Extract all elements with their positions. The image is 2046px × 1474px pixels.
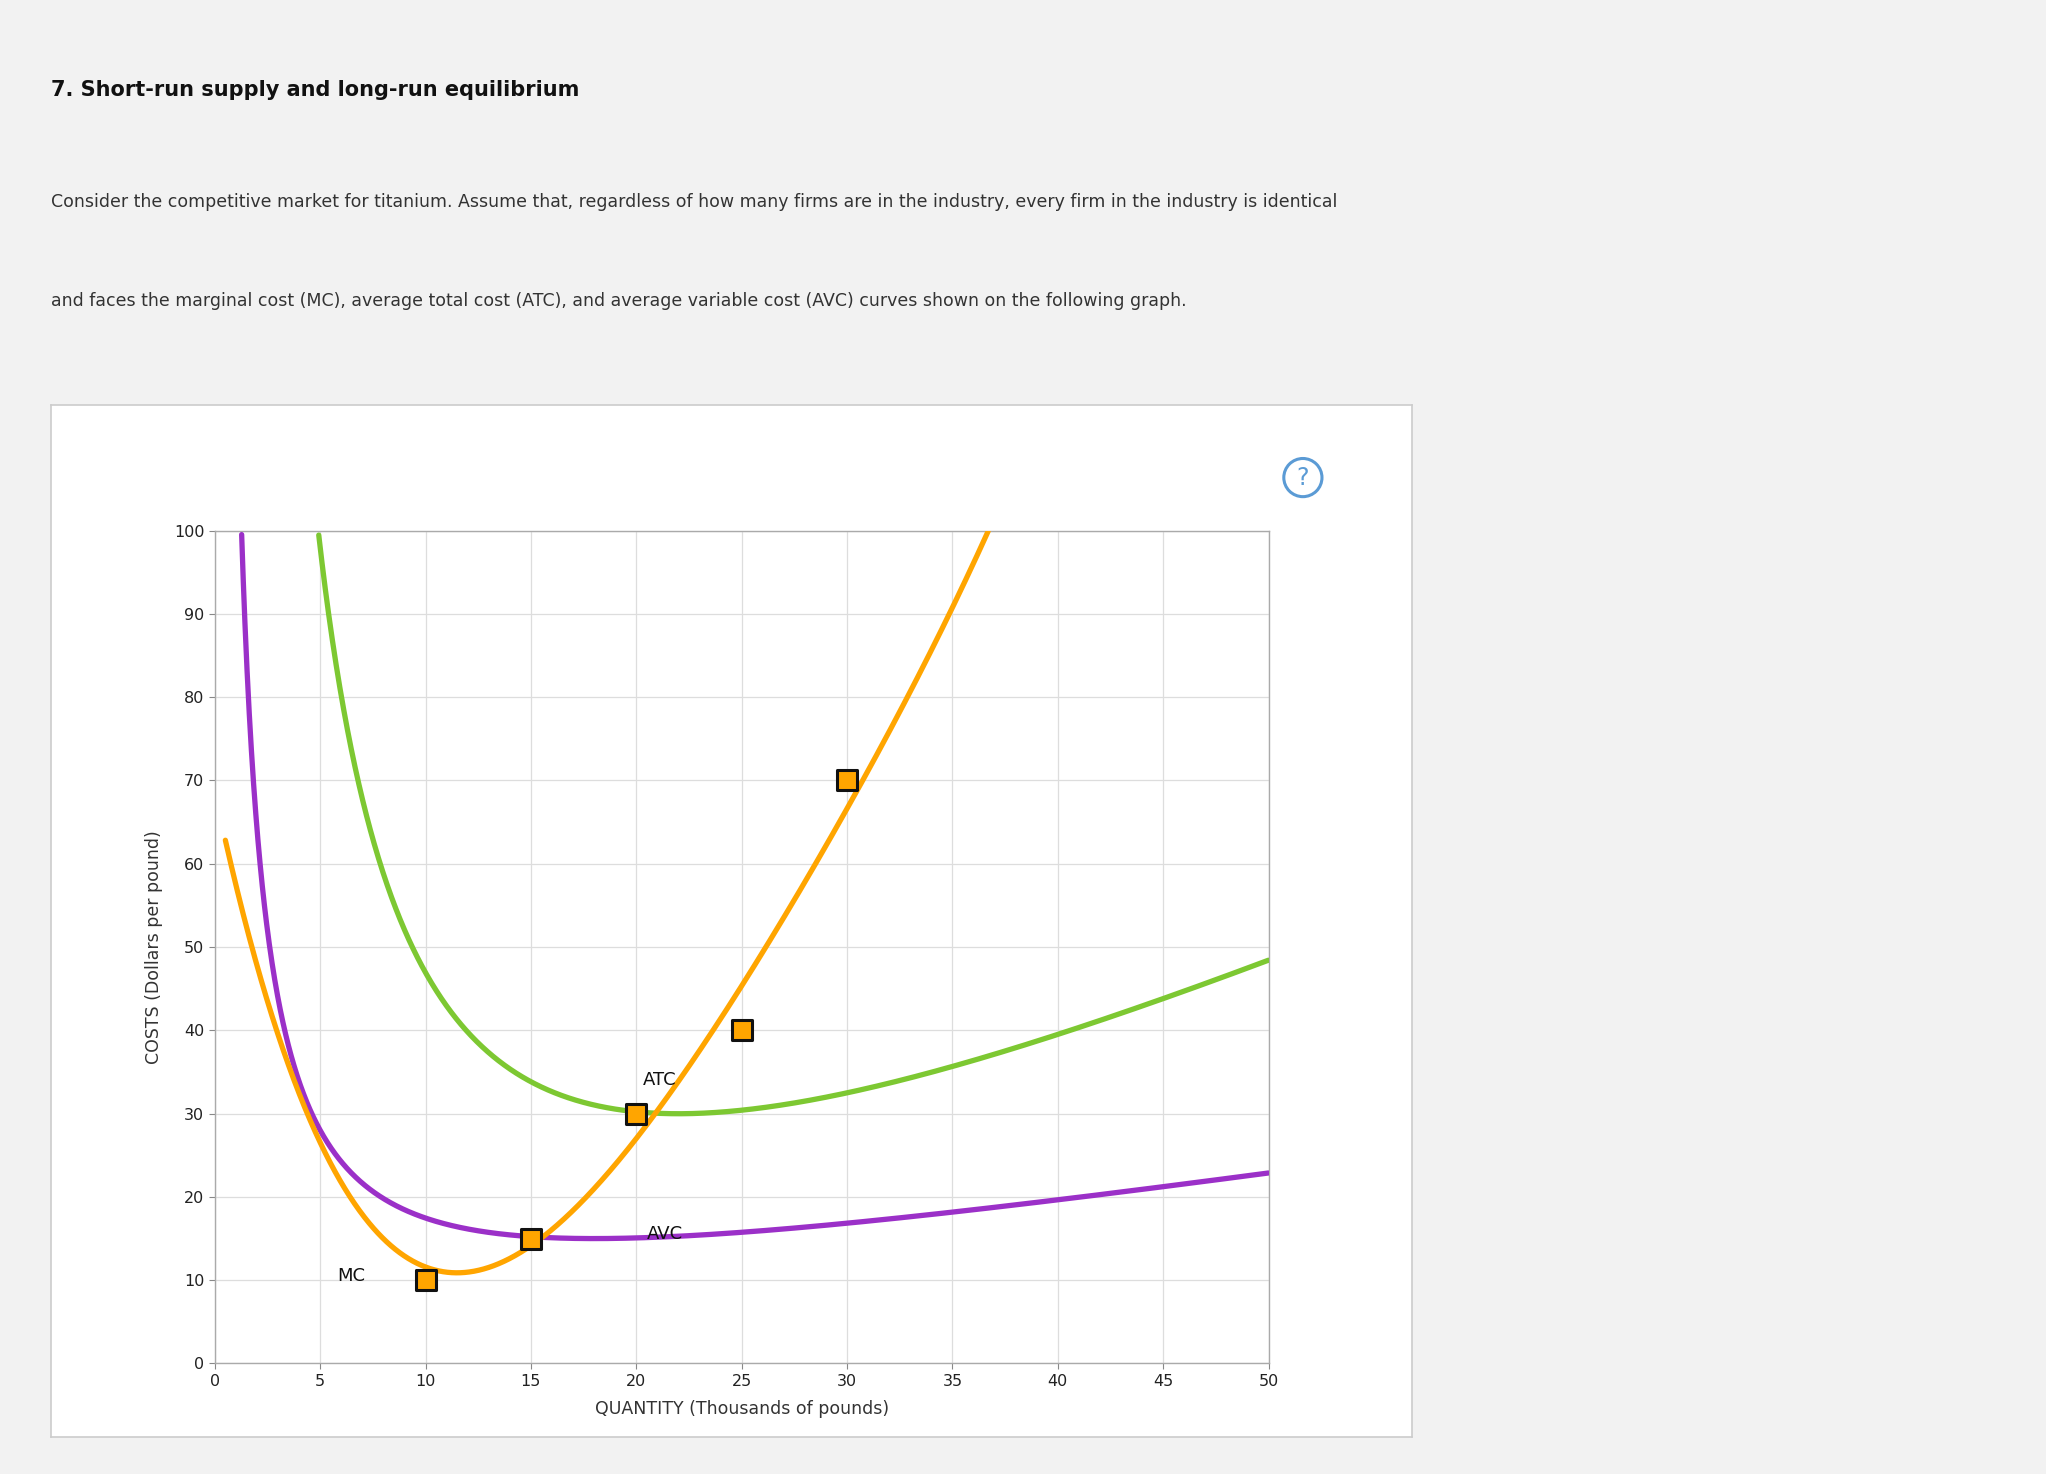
Text: ?: ?	[1297, 466, 1309, 489]
Y-axis label: COSTS (Dollars per pound): COSTS (Dollars per pound)	[145, 830, 164, 1064]
Text: and faces the marginal cost (MC), average total cost (ATC), and average variable: and faces the marginal cost (MC), averag…	[51, 292, 1187, 310]
Point	[620, 1103, 653, 1126]
Point	[516, 1226, 548, 1250]
Text: MC: MC	[338, 1268, 364, 1285]
Text: Consider the competitive market for titanium. Assume that, regardless of how man: Consider the competitive market for tita…	[51, 193, 1338, 211]
Point	[409, 1268, 442, 1291]
Text: AVC: AVC	[647, 1225, 683, 1244]
Point	[831, 769, 863, 793]
Text: 7. Short-run supply and long-run equilibrium: 7. Short-run supply and long-run equilib…	[51, 80, 579, 100]
X-axis label: QUANTITY (Thousands of pounds): QUANTITY (Thousands of pounds)	[595, 1400, 888, 1418]
Point	[724, 1019, 757, 1042]
Text: ATC: ATC	[642, 1072, 677, 1089]
